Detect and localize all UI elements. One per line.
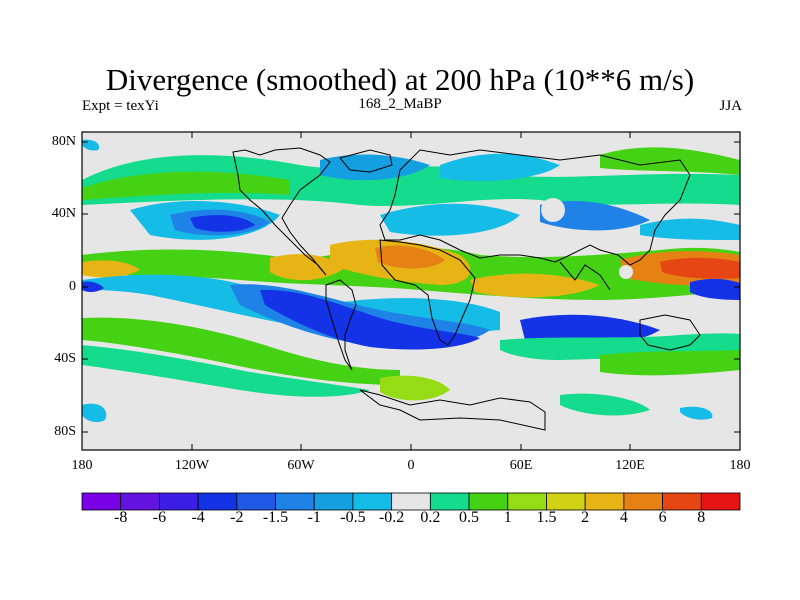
coastlines (232, 147, 701, 431)
map-title: Divergence (smoothed) at 200 hPa (10**6 … (105, 62, 695, 97)
colorbar-label: 2 (581, 509, 590, 526)
colorbar-label: -1.5 (262, 509, 289, 526)
lon-label-0: 0 (407, 458, 415, 473)
colorbar-swatch (159, 492, 199, 511)
colorbar-swatch (507, 492, 547, 511)
lon-label-120w: 120W (174, 458, 210, 473)
colorbar-label: 0.5 (459, 509, 480, 526)
map-field (82, 132, 740, 450)
colorbar-label: 0.2 (420, 509, 441, 526)
colorbar-swatch (662, 492, 702, 511)
colorbar-label: -8 (114, 509, 128, 526)
colorbar-label: 1 (503, 509, 512, 526)
colorbar-swatch (275, 492, 315, 511)
colorbar-swatch (623, 492, 663, 511)
map-ticks (82, 132, 740, 450)
colorbar-label: -2 (230, 509, 244, 526)
case-label: 168_2_MaBP (358, 96, 442, 112)
lon-label-180e: 180 (729, 458, 751, 473)
colorbar-swatch (120, 492, 160, 511)
colorbar-swatch (429, 492, 470, 511)
colorbar-swatch (197, 492, 238, 511)
colorbar-swatch (313, 492, 354, 511)
lat-label-0: 0 (69, 279, 76, 294)
colorbar-swatch (700, 492, 741, 511)
lon-label-120e: 120E (615, 458, 645, 473)
colorbar-label: 4 (619, 509, 628, 526)
colorbar-label: -4 (191, 509, 205, 526)
colorbar-label: 6 (658, 509, 667, 526)
lat-label-80s: 80S (54, 424, 76, 439)
colorbar-swatch (584, 492, 625, 511)
colorbar-label: 8 (697, 509, 706, 526)
season-label: JJA (719, 98, 742, 114)
colorbar-swatch (236, 492, 276, 511)
colorbar (81, 492, 741, 511)
lon-label-60w: 60W (287, 458, 315, 473)
lat-label-80n: 80N (51, 134, 76, 149)
colorbar-label: -0.2 (378, 509, 405, 526)
experiment-label: Expt = texYi (82, 98, 159, 114)
colorbar-swatch (352, 492, 393, 511)
colorbar-swatch (546, 492, 586, 511)
lon-label-180w: 180 (71, 458, 93, 473)
colorbar-swatch (468, 492, 509, 511)
lat-label-40s: 40S (54, 351, 76, 366)
colorbar-label: 1.5 (536, 509, 557, 526)
colorbar-swatch (391, 492, 431, 511)
lat-label-40n: 40N (51, 206, 76, 221)
colorbar-label: -1 (307, 509, 321, 526)
colorbar-swatch (81, 492, 122, 511)
colorbar-label: -6 (152, 509, 167, 526)
lon-label-60e: 60E (509, 458, 533, 473)
colorbar-label: -0.5 (340, 509, 366, 526)
